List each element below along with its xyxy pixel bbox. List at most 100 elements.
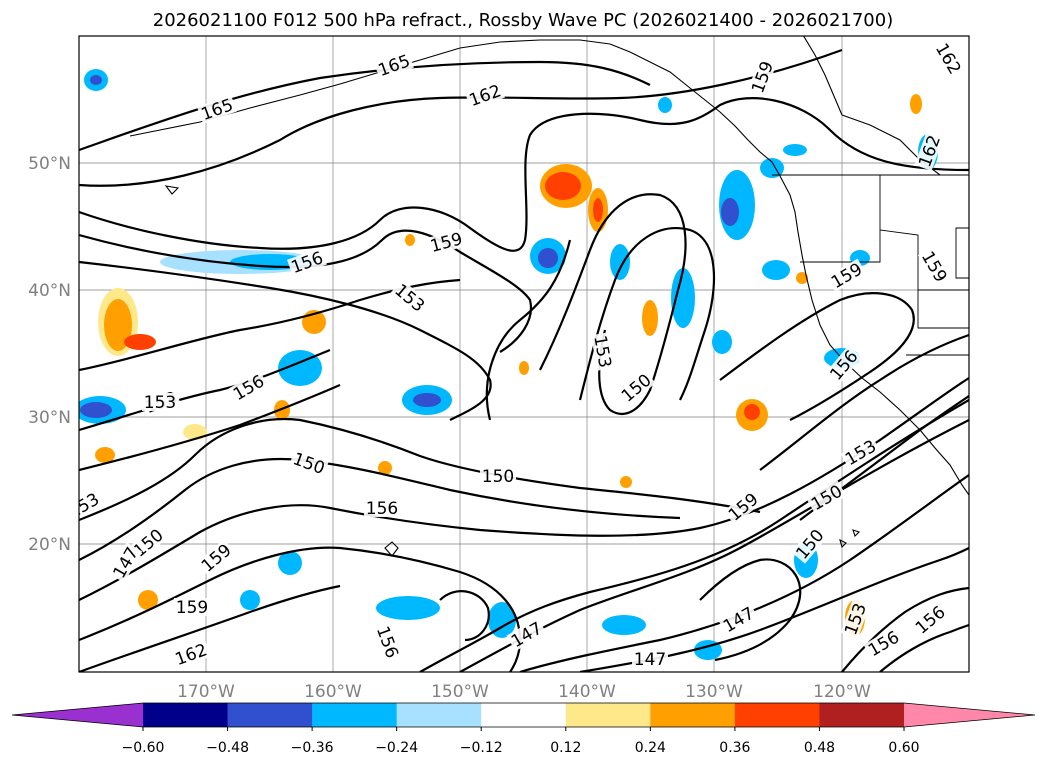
lat-label: 40°N bbox=[28, 281, 71, 301]
contour-label-bg bbox=[590, 332, 615, 371]
neg-anomaly bbox=[712, 330, 732, 354]
contour-label-bg bbox=[917, 246, 952, 287]
colorbar-bin bbox=[143, 703, 229, 727]
neg-anomaly bbox=[278, 350, 322, 386]
colorbar-extend-under bbox=[12, 703, 143, 727]
neg-anomaly bbox=[376, 596, 440, 620]
lon-labels: 170°W 160°W 150°W 140°W 130°W 120°W bbox=[177, 682, 871, 702]
colorbar-tick-label: −0.48 bbox=[206, 740, 249, 756]
contour-label-bg bbox=[931, 38, 966, 79]
contour-label-bg bbox=[170, 639, 211, 669]
shaded-anomalies bbox=[79, 69, 938, 660]
contour-label-bg bbox=[196, 539, 236, 577]
lat-label: 20°N bbox=[28, 535, 71, 555]
colorbar-tick-label: 0.48 bbox=[804, 740, 835, 756]
lat-labels: 50°N 40°N 30°N 20°N bbox=[28, 154, 71, 555]
lon-label: 150°W bbox=[431, 682, 489, 702]
contour-label-bg bbox=[390, 279, 430, 317]
contour-label-bg bbox=[747, 56, 777, 97]
colorbar-bin bbox=[396, 703, 482, 727]
contour-label-bg bbox=[373, 50, 414, 80]
contour-label: 150 bbox=[482, 467, 514, 487]
contour-label-bg bbox=[806, 480, 847, 515]
colorbar-tick-label: −0.36 bbox=[291, 740, 334, 756]
colorbar-tick-label: −0.24 bbox=[375, 740, 418, 756]
contour-label-bg bbox=[826, 258, 867, 293]
contour-label-bg bbox=[286, 247, 327, 277]
neg-anomaly bbox=[762, 260, 790, 280]
contour-label-bg bbox=[373, 621, 403, 662]
neg-anomaly bbox=[610, 244, 630, 280]
pos-anomaly bbox=[910, 94, 922, 114]
pos-anomaly bbox=[378, 461, 392, 475]
contour-label-bg bbox=[289, 448, 330, 478]
pos-anomaly bbox=[95, 447, 115, 463]
neg-anomaly bbox=[658, 97, 672, 113]
contour-label-bg bbox=[174, 598, 210, 616]
contour-label: 159 bbox=[176, 598, 208, 618]
borders bbox=[772, 174, 969, 356]
contour-label-bg bbox=[723, 488, 763, 526]
colorbar-bin bbox=[565, 703, 651, 727]
contour-label-bg bbox=[632, 650, 668, 668]
contour-label-bg bbox=[79, 488, 104, 523]
pos-anomaly bbox=[796, 272, 808, 284]
neg-anomaly bbox=[671, 268, 695, 328]
contour-label-bg bbox=[825, 345, 863, 385]
pos-anomaly bbox=[405, 234, 415, 246]
lon-label: 130°W bbox=[685, 682, 743, 702]
contour-label-bg bbox=[196, 94, 237, 124]
colorbar-bin bbox=[481, 703, 567, 727]
colorbar-tick-label: −0.60 bbox=[122, 740, 165, 756]
pos-anomaly bbox=[593, 198, 603, 222]
colorbar: −0.60 −0.48 −0.36 −0.24 −0.12 0.12 0.24 0.36 0.4… bbox=[11, 702, 1036, 756]
contour-label: 147 bbox=[634, 650, 666, 670]
contour-label-bg bbox=[910, 601, 950, 639]
neg-anomaly bbox=[278, 551, 302, 575]
contour-label-bg bbox=[480, 467, 516, 485]
colorbar-bin bbox=[734, 703, 820, 727]
neg-anomaly bbox=[783, 144, 807, 156]
contour-label-bg bbox=[464, 80, 505, 110]
neg-anomaly bbox=[413, 393, 441, 407]
contour-label-bg bbox=[506, 617, 547, 652]
pos-anomaly bbox=[183, 424, 207, 440]
neg-anomaly bbox=[90, 75, 102, 85]
contour-label-bg bbox=[142, 393, 178, 411]
colorbar-tick-label: 0.60 bbox=[888, 740, 919, 756]
neg-anomaly bbox=[721, 198, 739, 226]
lon-label: 140°W bbox=[558, 682, 616, 702]
colorbar-tick-label: −0.12 bbox=[460, 740, 503, 756]
colorbar-extend-over bbox=[904, 703, 1035, 727]
contour-label-bg bbox=[863, 626, 904, 661]
pos-anomaly bbox=[104, 299, 132, 351]
neg-anomaly bbox=[240, 590, 260, 610]
pos-anomaly bbox=[124, 334, 156, 350]
pos-anomaly bbox=[642, 300, 658, 336]
contour-label: 153 bbox=[144, 393, 176, 413]
neg-anomaly bbox=[602, 615, 646, 635]
contour-label-bg bbox=[616, 369, 656, 407]
pos-anomaly bbox=[519, 361, 529, 375]
colorbar-bin bbox=[227, 703, 313, 727]
colorbar-bin bbox=[819, 703, 905, 727]
contour-label-bg bbox=[914, 130, 944, 171]
contour-label-bg bbox=[840, 598, 870, 639]
colorbar-bin bbox=[650, 703, 736, 727]
contour-label-bg bbox=[840, 435, 881, 470]
map-border bbox=[78, 35, 970, 673]
pos-anomaly bbox=[744, 404, 760, 420]
contour-label-bg bbox=[228, 370, 269, 405]
contour-label-bg bbox=[426, 228, 466, 256]
colorbar-tick-label: 0.36 bbox=[719, 740, 750, 756]
pos-anomaly bbox=[138, 590, 158, 610]
neg-anomaly bbox=[80, 402, 112, 418]
neg-anomaly bbox=[488, 602, 516, 638]
contour-label-bg bbox=[108, 542, 143, 583]
lon-label: 160°W bbox=[304, 682, 362, 702]
colorbar-bin bbox=[312, 703, 398, 727]
contour-label-bg bbox=[791, 524, 829, 564]
lat-label: 30°N bbox=[28, 408, 71, 428]
contour-label-bg bbox=[718, 602, 759, 637]
